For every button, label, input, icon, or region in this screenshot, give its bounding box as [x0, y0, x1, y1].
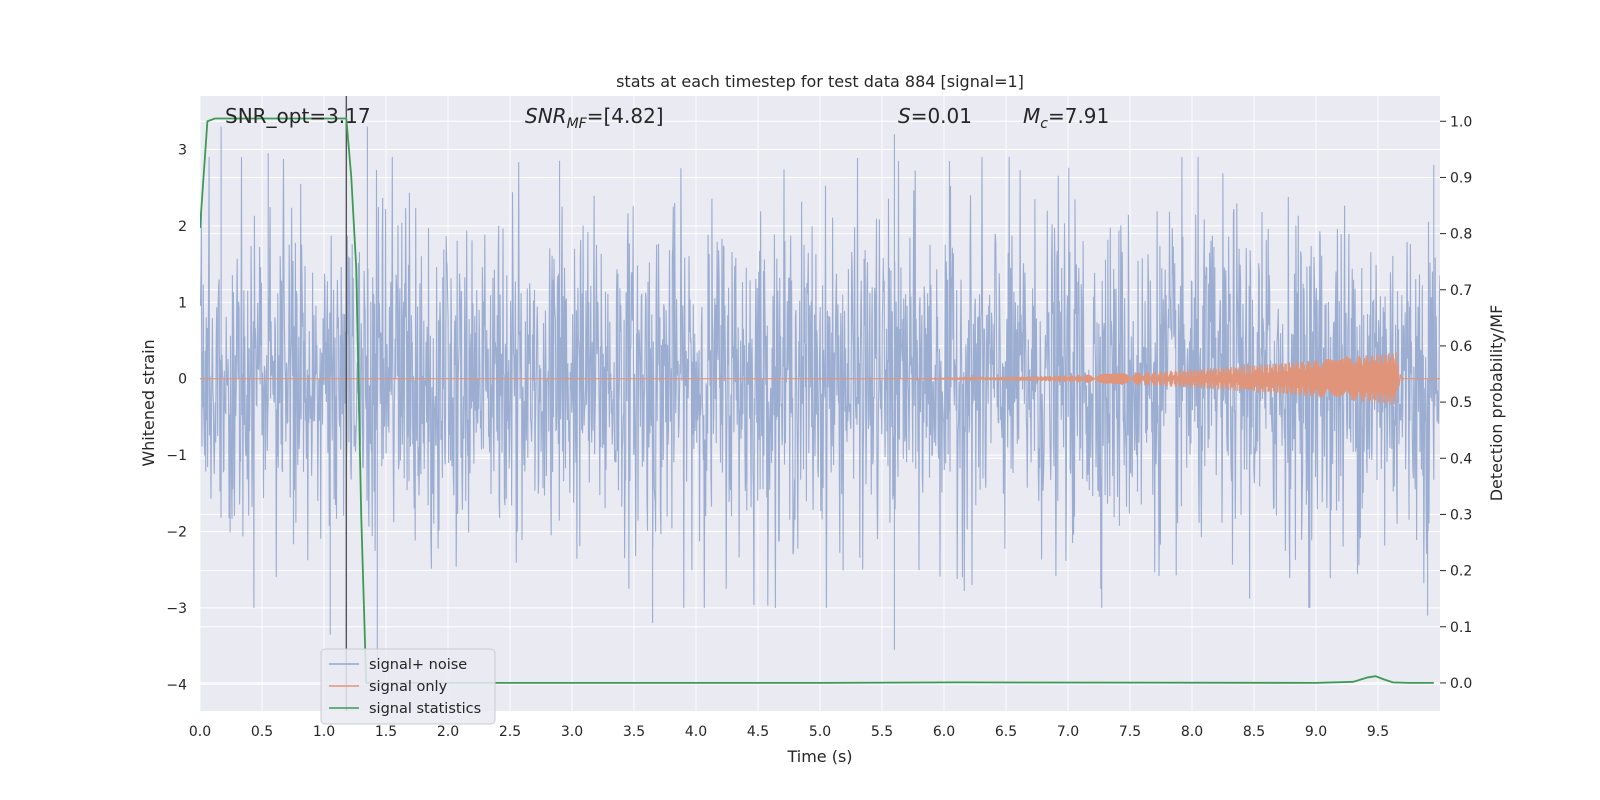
x-tick-label: 1.0	[313, 724, 335, 740]
x-tick-label: 5.5	[871, 724, 893, 740]
annotation-snr-mf-label: SNR	[525, 104, 567, 128]
y-tick-label: −2	[166, 524, 187, 540]
series-signal-plus-noise	[200, 126, 1440, 662]
y-tick-label: 2	[178, 219, 187, 235]
legend-label-signal-plus-noise: signal+ noise	[369, 657, 467, 673]
y-tick-label: −3	[166, 601, 187, 617]
y-tick-label: −4	[166, 677, 187, 693]
legend-box	[320, 648, 496, 725]
annotation-s-label: S	[898, 104, 911, 128]
y2-tick-label: 0.0	[1450, 676, 1472, 692]
x-tick-label: 4.5	[747, 724, 769, 740]
y2-tick-label: 0.7	[1450, 283, 1472, 299]
x-tick-label: 0.5	[251, 724, 273, 740]
y-axis-ticks: 3 2 1 0 −1 −2 −3 −4	[166, 142, 187, 693]
y-tick-label: −1	[166, 448, 187, 464]
annotation-s-value: =0.01	[911, 104, 972, 128]
annotation-snr-mf: SNRMF=[4.82]	[525, 104, 664, 132]
x-tick-label: 7.0	[1057, 724, 1079, 740]
x-tick-label: 8.0	[1181, 724, 1203, 740]
x-tick-label: 7.5	[1119, 724, 1141, 740]
x-tick-label: 1.5	[375, 724, 397, 740]
annotation-mc-sub: c	[1040, 116, 1048, 132]
x-tick-label: 6.0	[933, 724, 955, 740]
annotation-snr-mf-value: =[4.82]	[587, 104, 664, 128]
x-tick-label: 9.5	[1367, 724, 1389, 740]
signal-only-line	[200, 352, 1440, 405]
x-tick-label: 5.0	[809, 724, 831, 740]
x-axis-label: Time (s)	[786, 747, 852, 766]
x-tick-label: 8.5	[1243, 724, 1265, 740]
legend: signal+ noise signal only signal statist…	[320, 648, 496, 725]
x-tick-label: 2.0	[437, 724, 459, 740]
x-tick-label: 6.5	[995, 724, 1017, 740]
y2-tick-label: 0.5	[1450, 395, 1472, 411]
x-tick-label: 3.5	[623, 724, 645, 740]
y2-axis-label: Detection probability/MF	[1487, 305, 1506, 502]
y-tick-label: 3	[178, 142, 187, 158]
y2-tick-label: 0.2	[1450, 564, 1472, 580]
x-tick-label: 0.0	[189, 724, 211, 740]
legend-label-signal-only: signal only	[369, 679, 448, 695]
y-tick-label: 0	[178, 372, 187, 388]
y2-tick-label: 0.3	[1450, 507, 1472, 523]
annotation-mc-value: =7.91	[1048, 104, 1109, 128]
annotation-snr-mf-sub: MF	[567, 116, 588, 132]
y2-tick-label: 0.1	[1450, 620, 1472, 636]
signal-plus-noise-line	[200, 126, 1440, 662]
x-tick-label: 2.5	[499, 724, 521, 740]
x-tick-label: 3.0	[561, 724, 583, 740]
annotation-mc: Mc=7.91	[1023, 104, 1109, 132]
x-tick-label: 4.0	[685, 724, 707, 740]
annotation-snr-opt: SNR_opt=3.17	[225, 104, 371, 128]
x-tick-label: 9.0	[1305, 724, 1327, 740]
y2-axis-ticks: 1.0 0.9 0.8 0.7 0.6 0.5 0.4 0.3 0.2 0.1 0.0	[1440, 114, 1472, 692]
y2-tick-label: 1.0	[1450, 114, 1472, 130]
y-tick-label: 1	[178, 295, 187, 311]
chart-title: stats at each timestep for test data 884…	[616, 72, 1024, 91]
y2-tick-label: 0.6	[1450, 339, 1472, 355]
annotation-mc-label: M	[1023, 104, 1040, 128]
legend-label-signal-statistics: signal statistics	[369, 701, 481, 717]
series-signal-only	[200, 352, 1440, 405]
y2-tick-label: 0.4	[1450, 451, 1472, 467]
annotation-s: S=0.01	[898, 104, 972, 128]
x-axis-ticks: 0.0 0.5 1.0 1.5 2.0 2.5 3.0 3.5 4.0 4.5 5.0 5.5 6.0 6…	[189, 724, 1389, 740]
y2-tick-label: 0.9	[1450, 170, 1472, 186]
y-axis-label: Whitened strain	[139, 339, 158, 466]
y2-tick-label: 0.8	[1450, 227, 1472, 243]
